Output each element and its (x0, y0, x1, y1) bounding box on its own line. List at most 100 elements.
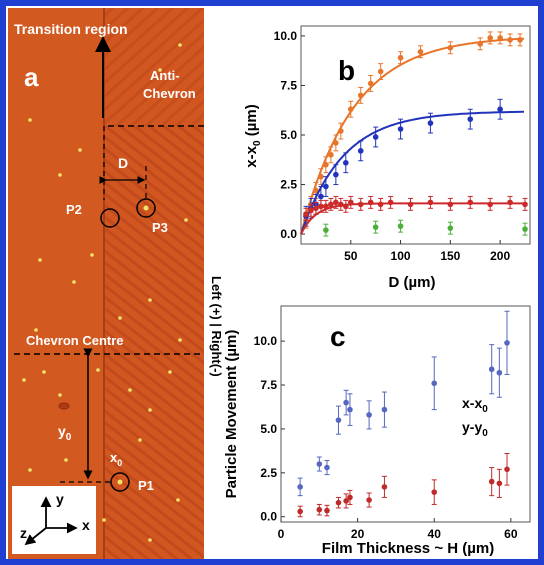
chart-c-ytick-label: 5.0 (260, 422, 277, 436)
chart-c-point (347, 406, 353, 413)
chart-b-point (323, 161, 329, 168)
p1-label: P1 (138, 478, 154, 493)
particle-field (22, 43, 188, 542)
chart-b-ytick-label: 0.0 (280, 227, 297, 241)
chart-c-point (504, 466, 510, 473)
particle (118, 316, 122, 320)
chart-c-xtick-label: 20 (351, 527, 365, 541)
chart-c-point (431, 489, 438, 495)
chart-b-point (447, 45, 454, 51)
chart-b-point (318, 203, 324, 210)
transition-region-label: Transition region (14, 21, 128, 37)
chart-b-point (427, 120, 434, 126)
left-domain (8, 8, 104, 559)
chart-b-point (447, 201, 454, 208)
panel-a-letter: a (24, 62, 39, 92)
particle (22, 378, 26, 382)
particle (28, 468, 32, 472)
chart-b-point (387, 199, 394, 206)
axis-z-label: z (20, 525, 27, 541)
chart-b-point (343, 159, 349, 166)
particle (102, 518, 106, 522)
axis-y-label: y (56, 491, 64, 507)
chart-b-point (313, 205, 319, 212)
chart-b-point (347, 199, 354, 206)
chart-b-point (357, 148, 364, 154)
chart-b-point (397, 54, 404, 61)
chart-c-point (335, 417, 342, 423)
chart-b-point (417, 48, 424, 55)
chart-b-point (487, 35, 493, 41)
particle (158, 68, 162, 72)
chart-b-letter: b (338, 55, 355, 86)
chart-c-frame (280, 305, 531, 523)
chart-b-ytick-label: 10.0 (274, 29, 298, 43)
chart-b-point (497, 106, 503, 113)
chart-c-point (335, 499, 342, 506)
p3-particle (143, 205, 149, 211)
chart-c-point (297, 484, 303, 490)
chart-b: 50 100 150 200 0.0 2.5 5.0 7.5 10.0 b D (µm) x-x… (243, 25, 531, 291)
chart-b-xtick-label: 200 (490, 249, 510, 263)
chart-b-point (323, 203, 329, 210)
chart-c-point (343, 498, 349, 504)
chart-b-point (318, 173, 324, 180)
chart-b-point (522, 201, 528, 208)
chart-c-point (347, 494, 353, 501)
chart-c-point (431, 380, 438, 387)
p3-label: P3 (152, 220, 168, 235)
chart-c-point (496, 480, 503, 487)
particle (58, 393, 62, 397)
chart-c-point (381, 406, 388, 413)
chart-b-point (397, 223, 404, 229)
chart-b-point (407, 201, 414, 208)
figure-canvas: Transition region a Anti- Chevron D P2 P… (8, 8, 531, 559)
chart-c-point (488, 478, 495, 485)
chart-b-point (467, 116, 474, 122)
chart-c-ytick-label: 0.0 (260, 510, 277, 524)
chart-c-point (496, 369, 503, 376)
chart-b-point (367, 199, 374, 206)
chart-c-point (324, 464, 330, 471)
chart-c-point (366, 497, 372, 503)
chart-b-point (308, 207, 314, 214)
p3-circle (136, 198, 156, 218)
particle (38, 258, 42, 262)
chart-c-xtick-label: 40 (428, 527, 442, 541)
chart-b-point (507, 199, 513, 206)
chart-c-point (297, 508, 303, 515)
chart-c-ytick-label: 7.5 (260, 378, 277, 392)
particle (176, 498, 180, 502)
particle (90, 253, 94, 257)
chart-c-letter: c (330, 321, 346, 352)
chart-c-xtick-label: 60 (504, 527, 518, 541)
anti-chevron-region (104, 8, 204, 126)
chart-c-point (504, 340, 510, 346)
chart-b-point (328, 152, 334, 158)
chart-c-point (343, 399, 349, 406)
particle (72, 280, 76, 284)
chevron-centre-label: Chevron Centre (26, 333, 124, 348)
chart-b-point (477, 41, 484, 47)
chart-b-point (372, 224, 379, 230)
side-label: Left (+) | Right(-) (209, 276, 224, 377)
chart-c-xlabel: Film Thickness ~ H (µm) (322, 540, 494, 557)
particle (148, 298, 152, 302)
particle (78, 148, 82, 152)
chart-c-point (316, 506, 323, 513)
chart-b-point (338, 128, 344, 134)
chart-b-ytick-label: 2.5 (280, 178, 297, 192)
chart-b-point (357, 201, 364, 208)
chevron-stripes (104, 126, 204, 559)
chart-b-fit-line-1 (300, 110, 524, 235)
chart-b-point (328, 201, 334, 208)
chart-c-ylabel: Particle Movement (µm) (223, 330, 240, 499)
chart-c-point (324, 507, 330, 514)
chart-b-point (333, 199, 339, 206)
chart-b-point (517, 37, 523, 43)
particle (168, 370, 172, 374)
chart-b-point (397, 126, 404, 132)
chart-b-fit-line-0 (300, 37, 525, 235)
chart-b-point (487, 201, 493, 208)
